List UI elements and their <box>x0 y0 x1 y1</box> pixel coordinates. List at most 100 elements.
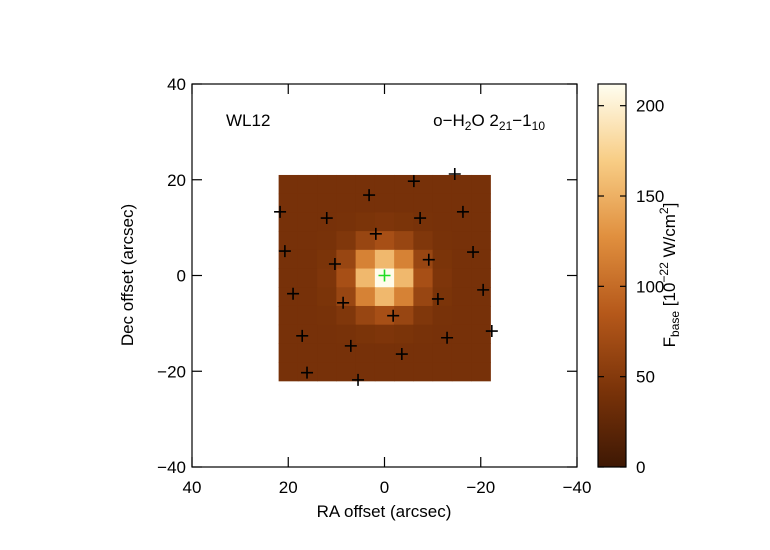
heatmap-cell <box>471 249 491 270</box>
x-tick-label: −20 <box>466 478 495 497</box>
heatmap-cell <box>317 268 337 288</box>
annotation-part: −22 <box>657 262 671 283</box>
heatmap-cell <box>451 268 472 288</box>
heatmap-cell <box>471 268 491 288</box>
heatmap-cell <box>355 231 376 251</box>
heatmap-cell <box>413 268 434 288</box>
heatmap-cell <box>336 268 357 288</box>
heatmap-cell <box>394 193 414 213</box>
pointing-marker <box>431 292 444 305</box>
heatmap-cell <box>355 362 376 382</box>
heatmap-cell <box>471 231 491 251</box>
heatmap-cell <box>297 324 318 344</box>
heatmap-cell <box>394 343 414 363</box>
heatmap-cell <box>374 231 395 251</box>
heatmap-cell <box>471 287 491 307</box>
heatmap-cell <box>336 305 357 326</box>
heatmap-cell <box>297 193 318 213</box>
heatmap-cell <box>432 324 453 344</box>
heatmap-cell <box>336 362 357 382</box>
heatmap-cell <box>374 324 395 344</box>
heatmap-cell <box>471 212 491 232</box>
heatmap-cell <box>451 212 472 232</box>
heatmap-cell <box>278 343 299 363</box>
heatmap-cell <box>432 231 453 251</box>
heatmap-cell <box>432 174 453 195</box>
pointing-marker <box>378 269 391 282</box>
heatmap-cell <box>432 212 453 232</box>
heatmap-cell <box>432 193 453 213</box>
heatmap-cell <box>413 343 434 363</box>
pointing-marker <box>441 331 454 344</box>
heatmap-cell <box>278 362 299 382</box>
heatmap-cell <box>374 193 395 213</box>
heatmap-cell <box>451 362 472 382</box>
annotation: Fbase [10−22 W/cm2] <box>657 203 682 348</box>
heatmap-cell <box>374 305 395 326</box>
pointing-marker <box>320 212 333 225</box>
heatmap-cell <box>317 249 337 270</box>
heatmap-cell <box>432 268 453 288</box>
heatmap-cell <box>317 287 337 307</box>
annotation-part: [10 <box>660 283 679 311</box>
colorbar-label-group: Fbase [10−22 W/cm2] <box>657 203 682 348</box>
pointing-marker <box>287 287 300 300</box>
heatmap-cell <box>451 231 472 251</box>
heatmap-cell <box>432 305 453 326</box>
heatmap-cell <box>278 174 299 195</box>
heatmap-cell <box>451 287 472 307</box>
pointing-marker <box>477 283 490 296</box>
annotation-part: ] <box>660 203 679 208</box>
heatmap-cell <box>394 268 414 288</box>
x-tick-label: −40 <box>563 478 592 497</box>
pointing-marker <box>337 296 350 309</box>
pointing-marker <box>352 373 365 386</box>
heatmap-cell <box>471 362 491 382</box>
heatmap-cell <box>413 324 434 344</box>
heatmap-cell <box>355 287 376 307</box>
heatmap-cell <box>451 249 472 270</box>
heatmap-cell <box>413 287 434 307</box>
heatmap-cell <box>317 193 337 213</box>
heatmap-cell <box>355 343 376 363</box>
pointing-marker <box>395 348 408 361</box>
heatmap-cell <box>355 193 376 213</box>
heatmap-cell <box>317 343 337 363</box>
heatmap-cell <box>336 193 357 213</box>
y-tick-label: 20 <box>167 171 186 190</box>
colorbar-tick-label: 50 <box>636 368 655 387</box>
heatmap-cell <box>297 287 318 307</box>
annotation-part: base <box>668 311 682 337</box>
pointing-marker <box>278 245 291 258</box>
heatmap-cell <box>336 249 357 270</box>
heatmap-cell <box>451 193 472 213</box>
x-axis-label: RA offset (arcsec) <box>317 502 452 521</box>
colorbar-tick-label: 0 <box>636 458 645 477</box>
heatmap-cell <box>374 343 395 363</box>
heatmap-cell <box>336 212 357 232</box>
heatmap-cell <box>355 249 376 270</box>
heatmap-cell <box>394 212 414 232</box>
annotation-part: W/cm <box>660 214 679 262</box>
heatmap-cell <box>451 174 472 195</box>
heatmap-cell <box>394 305 414 326</box>
heatmap-cell <box>394 287 414 307</box>
heatmap-cell <box>432 343 453 363</box>
colorbar <box>597 83 627 468</box>
source-label: WL12 <box>226 111 270 130</box>
heatmap-cell <box>432 249 453 270</box>
heatmap-cell <box>317 305 337 326</box>
heatmap-cell <box>394 249 414 270</box>
heatmap-cell <box>297 305 318 326</box>
x-tick-label: 0 <box>380 478 389 497</box>
heatmap-cell <box>413 193 434 213</box>
heatmap-cell <box>355 324 376 344</box>
heatmap-cell <box>278 287 299 307</box>
heatmap-cell <box>471 324 491 344</box>
heatmap-cell <box>451 324 472 344</box>
heatmap-cell <box>471 343 491 363</box>
heatmap-cell <box>413 174 434 195</box>
x-tick-label: 40 <box>183 478 202 497</box>
heatmap-cell <box>413 305 434 326</box>
pointing-marker <box>407 175 420 188</box>
